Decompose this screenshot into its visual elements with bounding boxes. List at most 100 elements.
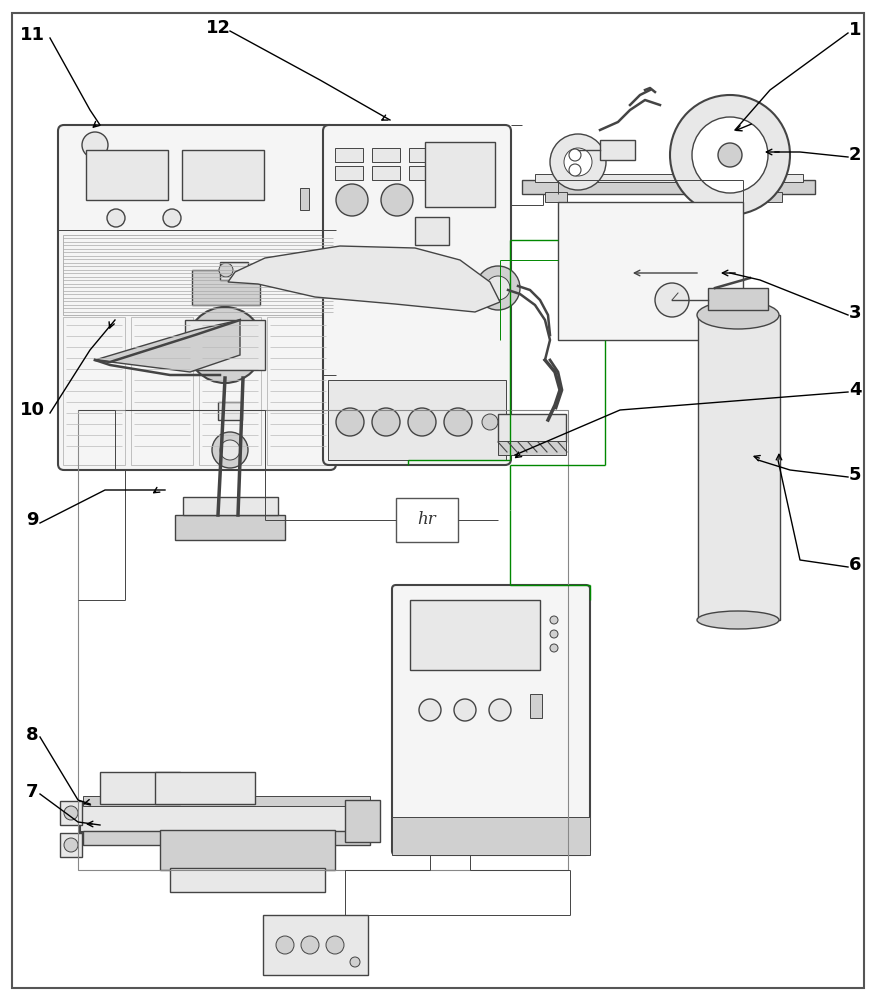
Bar xyxy=(396,498,458,542)
Circle shape xyxy=(670,95,790,215)
Circle shape xyxy=(212,432,248,468)
Circle shape xyxy=(82,132,108,158)
Circle shape xyxy=(444,408,472,436)
Bar xyxy=(410,600,540,670)
Circle shape xyxy=(203,323,247,367)
Text: 6: 6 xyxy=(849,556,861,574)
Bar xyxy=(335,166,363,180)
Circle shape xyxy=(64,838,78,852)
Bar xyxy=(185,320,265,370)
Text: hr: hr xyxy=(418,512,436,528)
Circle shape xyxy=(301,936,319,954)
Bar xyxy=(170,868,325,892)
Circle shape xyxy=(564,148,592,176)
Circle shape xyxy=(276,936,294,954)
Bar xyxy=(192,270,260,305)
Bar xyxy=(498,414,566,442)
Bar xyxy=(328,380,506,460)
Circle shape xyxy=(381,184,413,216)
Bar xyxy=(600,140,635,160)
Circle shape xyxy=(476,266,520,310)
Text: 8: 8 xyxy=(25,726,39,744)
Bar xyxy=(80,804,370,832)
Bar xyxy=(175,515,285,540)
Circle shape xyxy=(419,699,441,721)
FancyBboxPatch shape xyxy=(58,125,336,470)
Text: 1: 1 xyxy=(849,21,861,39)
Bar xyxy=(182,150,264,200)
Bar xyxy=(267,317,329,465)
Circle shape xyxy=(489,699,511,721)
Bar xyxy=(218,402,242,420)
Bar xyxy=(86,150,168,200)
Circle shape xyxy=(350,957,360,967)
Bar xyxy=(522,180,815,194)
Bar xyxy=(545,192,567,202)
Bar xyxy=(372,166,400,180)
Bar xyxy=(698,315,780,620)
Text: 10: 10 xyxy=(19,401,45,419)
Bar xyxy=(530,694,542,718)
Bar xyxy=(558,202,743,340)
Ellipse shape xyxy=(697,611,779,629)
Bar xyxy=(535,174,803,182)
Bar xyxy=(345,800,380,842)
Text: 4: 4 xyxy=(849,381,861,399)
Bar xyxy=(335,148,363,162)
Bar xyxy=(425,142,495,207)
Bar xyxy=(300,188,309,210)
Text: 12: 12 xyxy=(206,19,230,37)
Circle shape xyxy=(550,644,558,652)
Circle shape xyxy=(692,117,768,193)
Circle shape xyxy=(486,276,510,300)
Circle shape xyxy=(215,335,235,355)
Bar xyxy=(60,833,82,857)
Text: 7: 7 xyxy=(25,783,39,801)
Circle shape xyxy=(220,440,240,460)
Bar xyxy=(83,796,370,806)
Text: 2: 2 xyxy=(849,146,861,164)
Polygon shape xyxy=(95,320,240,372)
Bar xyxy=(372,148,400,162)
Circle shape xyxy=(569,149,581,161)
Circle shape xyxy=(187,307,263,383)
Circle shape xyxy=(454,699,476,721)
Bar xyxy=(131,317,193,465)
Bar xyxy=(409,166,437,180)
Circle shape xyxy=(569,164,581,176)
Text: 9: 9 xyxy=(25,511,39,529)
Text: 11: 11 xyxy=(19,26,45,44)
Bar xyxy=(199,317,261,465)
Bar xyxy=(155,772,255,804)
Circle shape xyxy=(219,263,233,277)
Bar xyxy=(160,830,335,870)
Circle shape xyxy=(64,806,78,820)
Text: 5: 5 xyxy=(849,466,861,484)
Bar xyxy=(63,235,335,315)
Ellipse shape xyxy=(697,301,779,329)
Bar xyxy=(392,817,590,855)
Circle shape xyxy=(550,616,558,624)
FancyBboxPatch shape xyxy=(323,125,511,465)
Circle shape xyxy=(336,408,364,436)
Bar xyxy=(100,772,180,804)
Bar xyxy=(183,497,278,515)
Bar xyxy=(60,801,82,825)
Polygon shape xyxy=(228,246,500,312)
Circle shape xyxy=(163,209,181,227)
Circle shape xyxy=(482,414,498,430)
Bar xyxy=(409,148,437,162)
Circle shape xyxy=(550,630,558,638)
Bar xyxy=(708,288,768,310)
Bar xyxy=(415,217,449,245)
Text: 3: 3 xyxy=(849,304,861,322)
Circle shape xyxy=(550,134,606,190)
Bar xyxy=(263,915,368,975)
Circle shape xyxy=(107,209,125,227)
Circle shape xyxy=(326,936,344,954)
Bar xyxy=(83,831,370,845)
FancyBboxPatch shape xyxy=(392,585,590,855)
Bar xyxy=(78,410,568,870)
Bar xyxy=(220,262,248,280)
Bar xyxy=(498,441,566,455)
